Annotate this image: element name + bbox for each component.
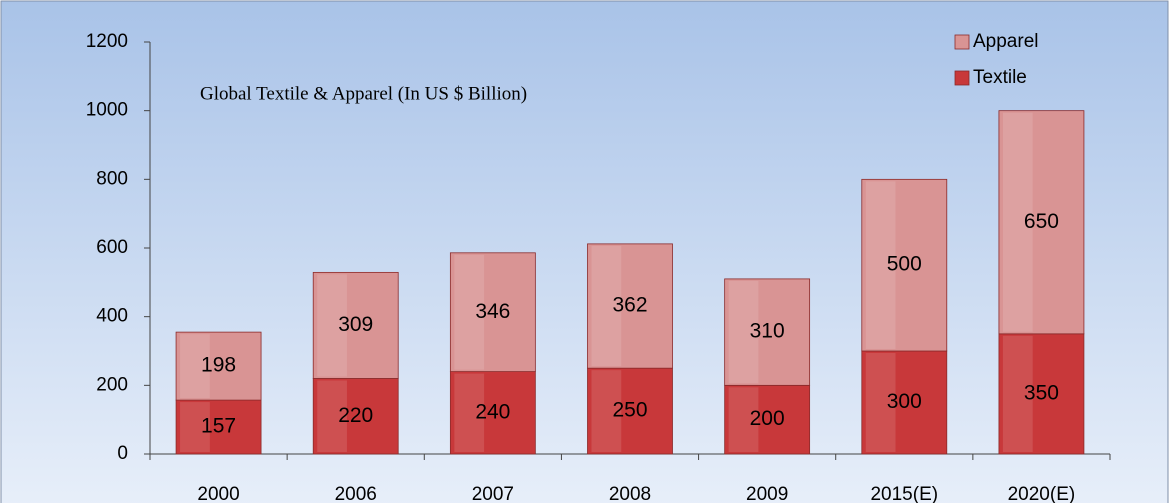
x-tick-label: 2000	[197, 484, 239, 503]
bar-shine	[865, 181, 896, 349]
bar-segment	[449, 371, 536, 455]
legend-label: Textile	[973, 67, 1027, 88]
bar-shine	[591, 370, 622, 452]
legend-label: Apparel	[973, 31, 1039, 52]
bar-segment	[175, 331, 262, 401]
y-tick-label: 1200	[86, 31, 128, 52]
data-label: 346	[475, 300, 510, 323]
data-label: 157	[201, 415, 236, 438]
bar-segment	[861, 350, 948, 455]
bar-segment	[998, 333, 1085, 455]
bar-shine	[454, 373, 485, 452]
bar-shine	[1002, 112, 1033, 332]
bar-segment	[998, 110, 1085, 335]
bar-segment	[449, 252, 536, 373]
bar-shine	[180, 402, 210, 452]
data-label: 200	[750, 407, 785, 430]
bar-shine	[317, 274, 347, 377]
bar-shine	[454, 254, 485, 370]
bar-segment	[724, 278, 811, 386]
x-tick-label: 2008	[609, 484, 651, 503]
data-label: 198	[201, 354, 236, 377]
y-tick-label: 1000	[86, 100, 128, 121]
data-label: 362	[612, 294, 647, 317]
x-tick-label: 2006	[335, 484, 377, 503]
data-label: 350	[1024, 381, 1059, 404]
bar-shine	[317, 380, 347, 452]
y-tick-label: 600	[96, 237, 128, 258]
bar-shine	[1002, 335, 1033, 452]
data-label: 500	[887, 253, 922, 276]
x-tick-label: 2015(E)	[870, 484, 938, 503]
data-label: 650	[1024, 210, 1059, 233]
bar-shine	[591, 245, 622, 367]
bar-segment	[312, 271, 399, 379]
data-label: 309	[338, 313, 373, 336]
data-label: 300	[887, 390, 922, 413]
chart-title: Global Textile & Apparel (In US $ Billio…	[200, 83, 527, 104]
x-tick-label: 2020(E)	[1008, 484, 1076, 503]
bar-shine	[180, 334, 210, 399]
y-tick-label: 400	[96, 306, 128, 327]
bar-shine	[728, 387, 759, 452]
data-label: 240	[475, 400, 510, 423]
legend-swatch	[954, 34, 970, 50]
bar-shine	[728, 280, 759, 384]
data-label: 250	[612, 399, 647, 422]
data-label: 220	[338, 404, 373, 427]
bar-segment	[861, 178, 948, 352]
y-tick-label: 0	[117, 443, 128, 464]
legend-swatch	[954, 70, 970, 86]
bar-segment	[175, 399, 262, 455]
y-tick-label: 800	[96, 168, 128, 189]
bar-segment	[312, 378, 399, 455]
bar-segment	[587, 243, 673, 369]
x-tick-label: 2007	[472, 484, 514, 503]
y-tick-label: 200	[96, 374, 128, 395]
data-label: 310	[750, 320, 785, 343]
x-tick-label: 2009	[746, 484, 788, 503]
bar-segment	[587, 367, 673, 455]
bar-shine	[865, 353, 896, 452]
